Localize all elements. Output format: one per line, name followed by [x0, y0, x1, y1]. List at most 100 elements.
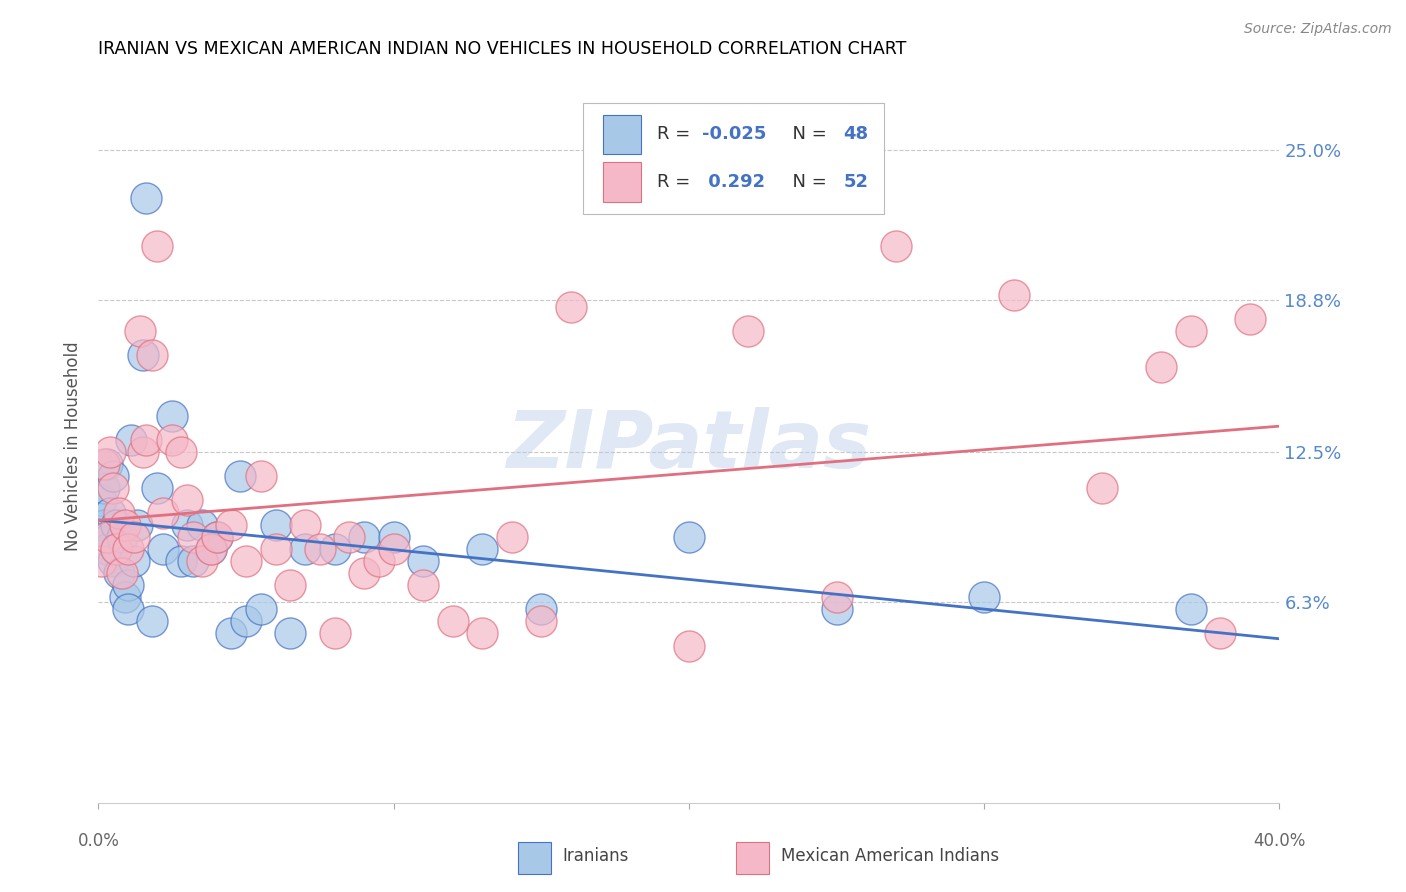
Point [530, 615, 553, 629]
Point [825, 602, 848, 616]
Point [98, 445, 121, 459]
Point [235, 554, 257, 568]
Point [200, 541, 222, 556]
Point [93, 517, 115, 532]
Point [1002, 288, 1025, 302]
Point [93, 481, 115, 495]
Point [1239, 312, 1261, 326]
Point [1150, 360, 1173, 375]
Text: Mexican American Indians: Mexican American Indians [782, 847, 1000, 865]
Point [973, 590, 995, 604]
Point [105, 541, 128, 556]
Point [128, 324, 150, 338]
Point [111, 530, 134, 544]
Point [170, 554, 193, 568]
Point [309, 541, 332, 556]
Point [103, 554, 125, 568]
FancyBboxPatch shape [603, 162, 641, 202]
Point [117, 541, 139, 556]
Point [235, 615, 257, 629]
Text: IRANIAN VS MEXICAN AMERICAN INDIAN NO VEHICLES IN HOUSEHOLD CORRELATION CHART: IRANIAN VS MEXICAN AMERICAN INDIAN NO VE… [98, 40, 907, 58]
Point [135, 433, 157, 447]
Point [229, 469, 252, 483]
Point [1180, 602, 1202, 616]
Point [103, 469, 125, 483]
Text: -0.025: -0.025 [702, 125, 766, 143]
FancyBboxPatch shape [582, 103, 884, 214]
Point [884, 239, 907, 253]
Point [176, 493, 198, 508]
Text: N =: N = [782, 125, 832, 143]
Point [294, 541, 316, 556]
Point [278, 626, 302, 640]
Text: 52: 52 [844, 173, 869, 191]
Point [114, 517, 136, 532]
Point [141, 615, 163, 629]
Point [264, 517, 287, 532]
FancyBboxPatch shape [517, 842, 551, 874]
Point [105, 517, 128, 532]
Point [191, 517, 214, 532]
Point [1091, 481, 1114, 495]
Point [250, 469, 273, 483]
Point [339, 530, 360, 544]
Point [205, 530, 228, 544]
Point [132, 348, 155, 362]
Point [152, 506, 174, 520]
Y-axis label: No Vehicles in Household: No Vehicles in Household [65, 341, 83, 551]
Point [90, 493, 112, 508]
Text: ZIPatlas: ZIPatlas [506, 407, 872, 485]
Point [323, 626, 346, 640]
Point [120, 433, 142, 447]
Point [90, 554, 112, 568]
Point [162, 409, 183, 423]
Point [152, 541, 174, 556]
Point [122, 530, 145, 544]
Point [117, 602, 139, 616]
Point [501, 530, 523, 544]
Text: Iranians: Iranians [562, 847, 628, 865]
Point [219, 626, 242, 640]
Text: 0.292: 0.292 [702, 173, 765, 191]
Point [678, 639, 700, 653]
Point [1180, 324, 1202, 338]
Point [93, 457, 115, 471]
Point [98, 530, 121, 544]
Point [412, 554, 434, 568]
Point [146, 239, 169, 253]
Point [294, 517, 316, 532]
Point [125, 517, 148, 532]
Point [114, 590, 136, 604]
Point [132, 445, 155, 459]
Point [471, 626, 494, 640]
Point [219, 517, 242, 532]
Text: R =: R = [657, 125, 696, 143]
Point [117, 578, 139, 592]
Point [96, 457, 118, 471]
Point [441, 615, 464, 629]
Point [278, 578, 302, 592]
Point [382, 541, 405, 556]
Text: 48: 48 [844, 125, 869, 143]
Point [250, 602, 273, 616]
Point [530, 602, 553, 616]
Point [96, 541, 118, 556]
Point [678, 530, 700, 544]
Point [737, 324, 759, 338]
Text: 0.0%: 0.0% [77, 832, 120, 850]
Point [141, 348, 163, 362]
Point [382, 530, 405, 544]
Point [264, 541, 287, 556]
Point [122, 554, 145, 568]
Point [825, 590, 848, 604]
FancyBboxPatch shape [603, 114, 641, 153]
Text: R =: R = [657, 173, 696, 191]
Point [170, 445, 193, 459]
FancyBboxPatch shape [737, 842, 769, 874]
Point [111, 566, 134, 580]
Point [181, 530, 204, 544]
Point [176, 517, 198, 532]
Point [105, 541, 128, 556]
Point [353, 530, 375, 544]
Point [368, 554, 391, 568]
